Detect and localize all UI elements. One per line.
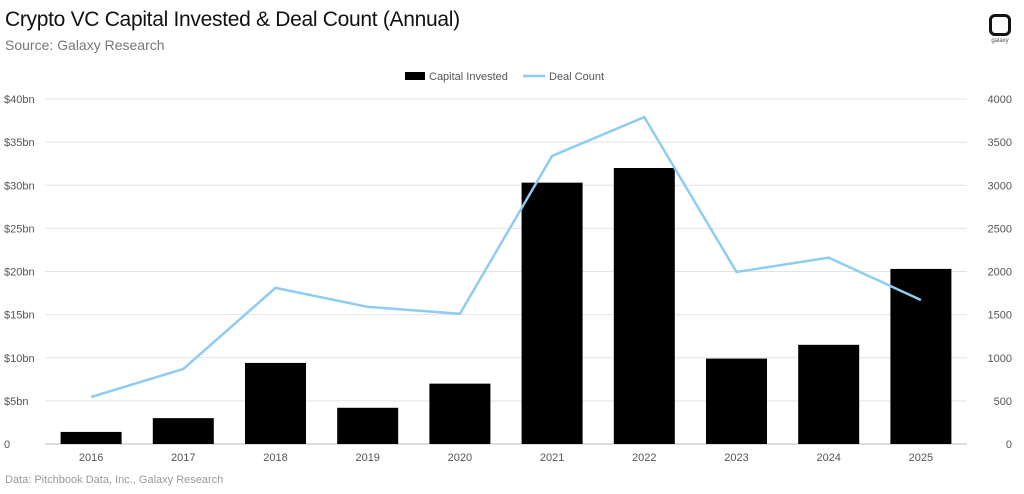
chart-subtitle: Source: Galaxy Research: [5, 37, 165, 53]
bar-capital-invested: [890, 268, 952, 444]
legend-swatch-capital-invested: [405, 72, 425, 80]
y2-tick-label: 0: [1006, 439, 1012, 451]
y2-tick-label: 1000: [988, 353, 1012, 365]
y-tick-label: $5bn: [4, 396, 28, 408]
y2-tick-label: 2000: [988, 267, 1012, 279]
logo-icon: [989, 14, 1011, 36]
x-tick-label: 2016: [79, 452, 103, 464]
y-tick-label: $30bn: [4, 180, 35, 192]
x-tick-label: 2024: [816, 452, 840, 464]
y2-tick-label: 1500: [988, 310, 1012, 322]
y2-tick-label: 3000: [988, 180, 1012, 192]
y-tick-label: $40bn: [4, 94, 35, 106]
x-tick-label: 2025: [909, 452, 933, 464]
x-tick-label: 2020: [448, 452, 472, 464]
y2-tick-label: 3500: [988, 137, 1012, 149]
x-tick-label: 2017: [171, 452, 195, 464]
y-tick-label: $35bn: [4, 137, 35, 149]
bar-capital-invested: [245, 362, 306, 444]
y2-tick-label: 500: [994, 396, 1012, 408]
y-tick-label: 0: [4, 439, 10, 451]
x-tick-label: 2022: [632, 452, 656, 464]
x-tick-label: 2021: [540, 452, 564, 464]
bar-capital-invested: [429, 383, 491, 444]
bar-capital-invested: [613, 168, 675, 444]
chart-title: Crypto VC Capital Invested & Deal Count …: [5, 8, 460, 31]
bar-capital-invested: [60, 431, 122, 444]
bar-capital-invested: [706, 358, 767, 444]
x-tick-label: 2019: [355, 452, 379, 464]
y2-tick-label: 4000: [988, 94, 1012, 106]
y-tick-label: $25bn: [4, 223, 35, 235]
galaxy-logo: galaxy: [985, 14, 1015, 44]
bar-capital-invested: [337, 407, 399, 444]
y-tick-label: $20bn: [4, 267, 35, 279]
y-tick-label: $10bn: [4, 353, 35, 365]
bar-capital-invested: [152, 418, 214, 444]
bar-capital-invested: [521, 182, 583, 444]
line-deal-count: [90, 115, 922, 399]
y-tick-label: $15bn: [4, 310, 35, 322]
bar-capital-invested: [798, 344, 860, 444]
x-tick-label: 2018: [263, 452, 287, 464]
y2-tick-label: 2500: [988, 223, 1012, 235]
legend-label-capital-invested: Capital Invested: [429, 71, 508, 83]
legend-label-deal-count: Deal Count: [549, 71, 604, 83]
logo-text: galaxy: [991, 38, 1009, 44]
x-tick-label: 2023: [724, 452, 748, 464]
data-source-note: Data: Pitchbook Data, Inc., Galaxy Resea…: [5, 474, 224, 486]
